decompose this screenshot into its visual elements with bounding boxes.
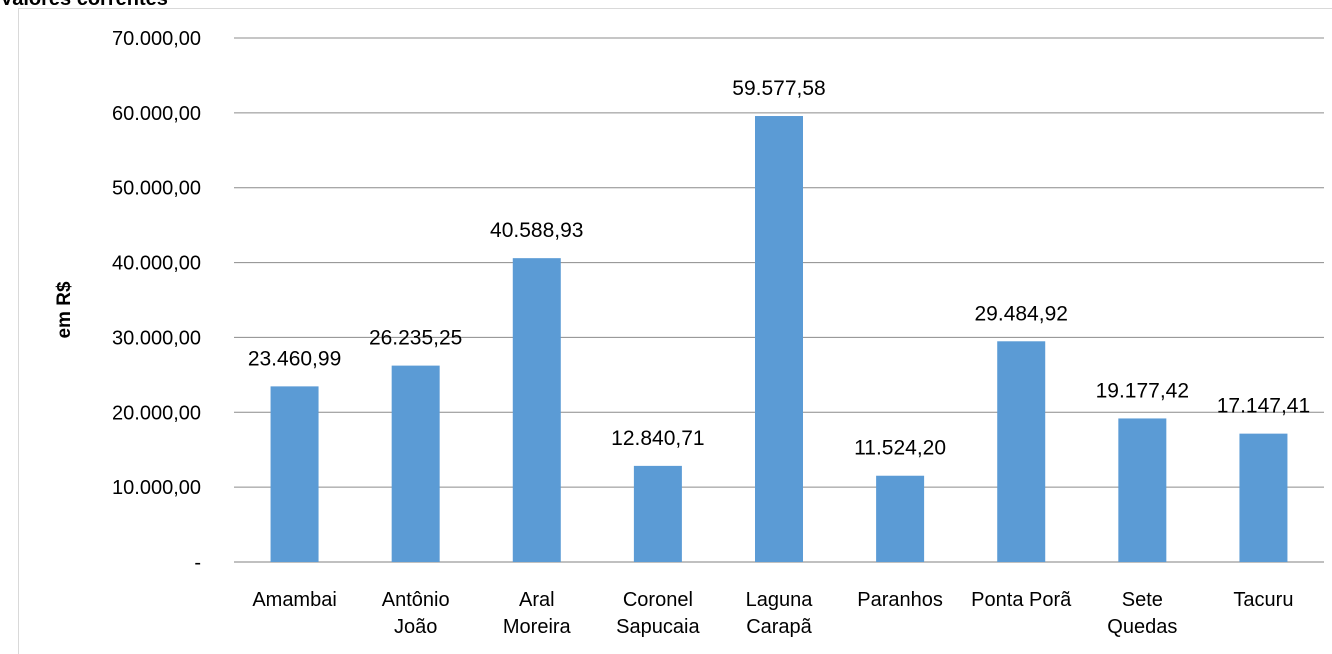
category-label: João — [394, 616, 437, 638]
category-label: Amambai — [252, 589, 336, 611]
data-label: 12.840,71 — [611, 427, 704, 450]
bar-4 — [755, 116, 803, 562]
data-label: 29.484,92 — [975, 302, 1068, 325]
chart-border-top — [18, 8, 1332, 9]
category-label: Ponta Porã — [971, 589, 1072, 611]
data-label: 11.524,20 — [854, 437, 946, 460]
category-label: Antônio — [382, 589, 450, 611]
data-label: 59.577,58 — [732, 77, 825, 100]
y-tick-label: 10.000,00 — [112, 477, 201, 499]
y-tick-label: 50.000,00 — [112, 178, 201, 200]
category-label: Laguna — [746, 589, 814, 611]
chart-border-left — [18, 8, 19, 654]
y-tick-label: 30.000,00 — [112, 327, 201, 349]
y-axis-title: em R$ — [54, 281, 75, 338]
data-label: 19.177,42 — [1096, 379, 1189, 402]
bar-1 — [391, 365, 440, 562]
category-label: Moreira — [503, 616, 572, 638]
data-label: 23.460,99 — [248, 347, 341, 370]
bar-5 — [876, 475, 925, 562]
y-tick-label: 70.000,00 — [112, 28, 201, 50]
category-label: Tacuru — [1233, 589, 1293, 611]
data-label: 26.235,25 — [369, 327, 462, 350]
y-tick-label: 60.000,00 — [112, 103, 201, 125]
category-label: Paranhos — [857, 589, 943, 611]
y-tick-label: 40.000,00 — [112, 253, 201, 275]
y-tick-label: - — [194, 552, 201, 574]
category-label: Sapucaia — [616, 616, 700, 638]
data-label: 17.147,41 — [1217, 395, 1310, 418]
category-label: Carapã — [746, 616, 812, 638]
bar-3 — [633, 465, 682, 562]
bar-7 — [1118, 418, 1167, 562]
data-label: 40.588,93 — [490, 219, 583, 242]
category-label: Sete — [1122, 589, 1163, 611]
chart-title: Valores correntes — [0, 0, 168, 11]
bar-0 — [270, 386, 319, 562]
category-label: Aral — [519, 589, 555, 611]
y-tick-label: 20.000,00 — [112, 402, 201, 424]
category-label: Quedas — [1107, 616, 1177, 638]
category-label: Coronel — [623, 589, 693, 611]
bar-2 — [512, 258, 561, 562]
bar-8 — [1239, 433, 1288, 562]
bar-6 — [997, 341, 1046, 562]
